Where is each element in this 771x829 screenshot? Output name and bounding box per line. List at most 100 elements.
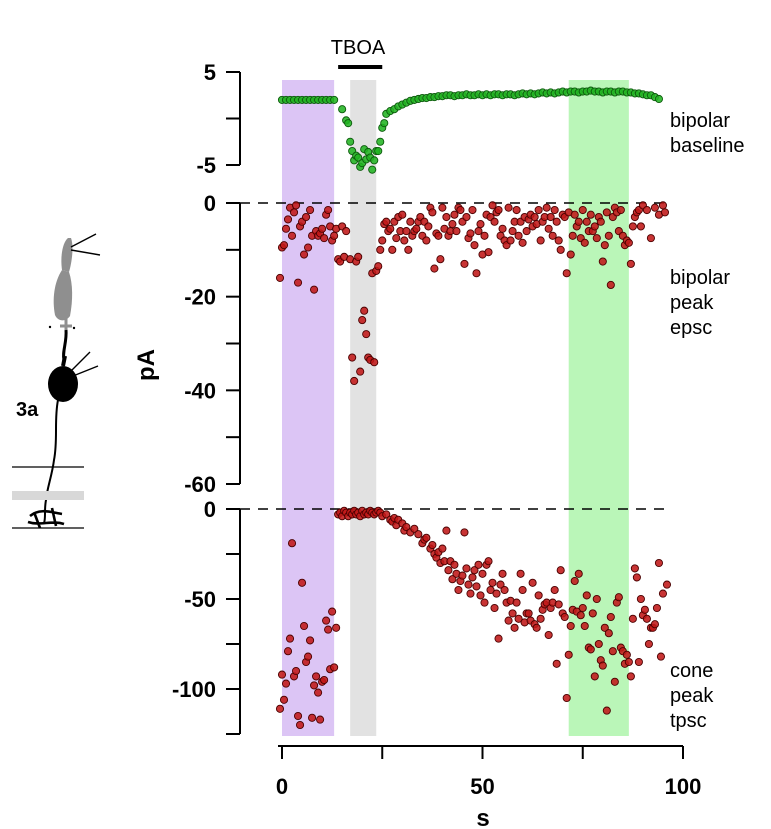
bipolar-peak-epsc-point	[374, 262, 383, 271]
bipolar-peak-epsc-point	[300, 250, 309, 259]
bipolar-peak-epsc-point	[628, 222, 637, 231]
bipolar-baseline-point	[654, 94, 663, 104]
cone-peak-tpsc-point	[306, 636, 315, 645]
bipolar-peak-epsc-point	[474, 227, 483, 236]
bipolar-baseline-point	[380, 119, 389, 128]
bipolar-peak-epsc-point	[490, 217, 499, 226]
bipolar-baseline-point	[338, 105, 347, 114]
bipolar-peak-epsc-point	[362, 330, 371, 339]
bipolar-peak-epsc-point	[506, 236, 515, 245]
bipolar-peak-epsc-point	[518, 238, 527, 247]
cone-peak-tpsc-point	[564, 650, 573, 659]
cone-peak-tpsc-point	[524, 609, 533, 618]
cone-peak-tpsc-point	[308, 713, 317, 722]
bipolar-peak-epsc-y-tick-label: -20	[184, 285, 216, 310]
bipolar-peak-epsc-point	[508, 227, 517, 236]
cone-peak-tpsc-point	[640, 605, 649, 614]
cone-peak-tpsc-point	[295, 720, 305, 730]
cone-peak-tpsc-point	[636, 594, 645, 604]
bipolar-peak-epsc-point	[398, 210, 407, 219]
cone-peak-tpsc-point	[574, 569, 583, 578]
bipolar-peak-epsc-point	[536, 236, 545, 245]
cone-peak-tpsc-point	[662, 580, 672, 589]
bipolar-baseline-point	[354, 153, 363, 162]
cone-peak-tpsc-point	[281, 679, 291, 688]
cone-peak-tpsc-point	[444, 566, 453, 575]
bipolar-peak-epsc-point	[476, 220, 485, 229]
cone-peak-tpsc-point	[532, 623, 541, 632]
bipolar-baseline-y-tick-label: -5	[196, 153, 216, 178]
bipolar-peak-epsc-point	[574, 217, 583, 226]
bipolar-peak-epsc-point	[370, 358, 379, 367]
bipolar-peak-epsc-point	[484, 248, 493, 257]
bipolar-peak-epsc-point	[658, 201, 668, 210]
cone-peak-tpsc-point	[448, 575, 457, 584]
cone-peak-tpsc-point	[528, 578, 537, 587]
cone-peak-tpsc-point	[536, 614, 545, 623]
bipolar-peak-epsc-point	[342, 227, 351, 236]
bipolar-peak-epsc-point	[279, 241, 289, 250]
cone-peak-tpsc-point	[628, 614, 637, 623]
bipolar-peak-epsc-point	[522, 227, 531, 236]
bipolar-peak-epsc-point	[570, 210, 579, 219]
cone-peak-tpsc-point	[580, 621, 589, 631]
cone-peak-tpsc-label-line: cone	[670, 660, 713, 682]
bipolar-peak-epsc-point	[466, 229, 475, 238]
cone-peak-tpsc-point	[622, 650, 631, 659]
cone-peak-tpsc-point	[492, 589, 501, 598]
bipolar-peak-epsc-point	[281, 224, 291, 233]
cone-peak-tpsc-point	[312, 672, 321, 681]
x-tick-label: 100	[665, 774, 702, 799]
cone-peak-tpsc-point	[450, 560, 459, 569]
bipolar-peak-epsc-point	[590, 222, 599, 231]
shade-wash	[568, 80, 629, 736]
bipolar-peak-epsc-point	[289, 208, 299, 217]
bipolar-peak-epsc-point	[428, 208, 437, 217]
bipolar-peak-epsc-point	[302, 212, 311, 222]
bipolar-peak-epsc-point	[462, 212, 471, 222]
cone-peak-tpsc-point	[287, 539, 297, 548]
cone-peak-tpsc-point	[586, 645, 595, 654]
bipolar-peak-epsc-y-tick-label: -60	[184, 472, 216, 497]
cone-peak-tpsc-label-line: tpsc	[670, 710, 707, 732]
bipolar-peak-epsc-point	[442, 212, 451, 222]
cone-peak-tpsc-point	[488, 578, 497, 587]
bipolar-peak-epsc-point	[642, 205, 651, 215]
bipolar-peak-epsc-point	[388, 245, 397, 254]
bipolar-peak-epsc-point	[430, 264, 439, 273]
cone-peak-tpsc-point	[332, 623, 341, 632]
cone-peak-tpsc-point	[422, 533, 431, 542]
bipolar-baseline-point	[370, 156, 379, 165]
bipolar-peak-epsc-point	[275, 273, 285, 282]
cone-peak-tpsc-point	[608, 647, 617, 656]
cone-peak-tpsc-point	[279, 695, 289, 704]
bipolar-peak-epsc-label-line: bipolar	[670, 267, 730, 289]
bipolar-peak-epsc-point	[562, 269, 571, 278]
bipolar-peak-epsc-point	[470, 241, 479, 250]
cone-peak-tpsc-point	[594, 639, 603, 649]
bipolar-peak-epsc-y-tick-label: -40	[184, 378, 216, 403]
bipolar-peak-epsc-point	[472, 269, 481, 278]
bipolar-peak-epsc-point	[424, 222, 433, 231]
bipolar-peak-epsc-point	[514, 231, 523, 240]
bipolar-cell-drawing	[27, 329, 99, 529]
cone-peak-tpsc-point	[428, 540, 437, 550]
cone-peak-tpsc-point	[650, 620, 659, 629]
bipolar-peak-epsc-point	[438, 203, 447, 212]
cone-peak-tpsc-point	[656, 652, 665, 661]
bipolar-peak-epsc-point	[606, 280, 615, 290]
cone-peak-tpsc-point	[644, 639, 653, 649]
cone-peak-tpsc-point	[516, 569, 525, 578]
bipolar-peak-epsc-point	[382, 217, 391, 226]
bipolar-peak-epsc-point	[460, 259, 469, 268]
bipolar-peak-epsc-point	[534, 205, 543, 215]
bipolar-peak-epsc-point	[320, 234, 329, 243]
bipolar-peak-epsc-point	[582, 217, 591, 226]
bipolar-peak-epsc-point	[452, 227, 461, 236]
cone-peak-tpsc-point	[552, 659, 561, 668]
cone-peak-tpsc-point	[554, 600, 563, 609]
bipolar-peak-epsc-point	[287, 231, 297, 240]
bipolar-peak-epsc-point	[456, 205, 465, 215]
